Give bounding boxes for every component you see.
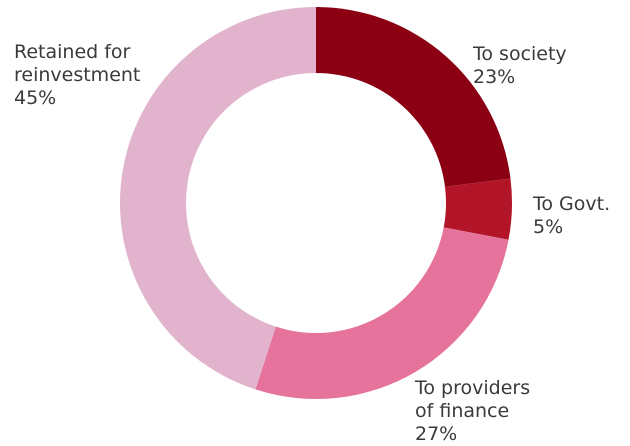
label-to-govt-name: To Govt.: [533, 193, 611, 215]
donut-slices: [120, 7, 512, 399]
label-to-providers-of-finance: To providers of finance 27%: [415, 377, 530, 446]
slice-to-society: [316, 7, 511, 187]
label-to-providers-line-1: To providers: [415, 377, 531, 399]
label-to-govt: To Govt. 5%: [533, 193, 610, 239]
label-retained-value: 45%: [14, 87, 57, 109]
label-to-society: To society 23%: [473, 43, 567, 89]
slice-retained-for-reinvestment: [120, 7, 316, 390]
label-retained-line-2: reinvestment: [14, 64, 141, 86]
label-to-providers-value: 27%: [415, 423, 458, 445]
slice-to-govt: [443, 178, 512, 240]
label-to-society-name: To society: [473, 43, 567, 65]
label-to-society-value: 23%: [473, 66, 516, 88]
label-retained-line-1: Retained for: [14, 41, 131, 63]
label-to-providers-line-2: of finance: [415, 400, 510, 422]
slice-to-providers-of-finance: [255, 227, 509, 399]
label-to-govt-value: 5%: [533, 216, 564, 238]
label-retained-for-reinvestment: Retained for reinvestment 45%: [14, 41, 140, 110]
